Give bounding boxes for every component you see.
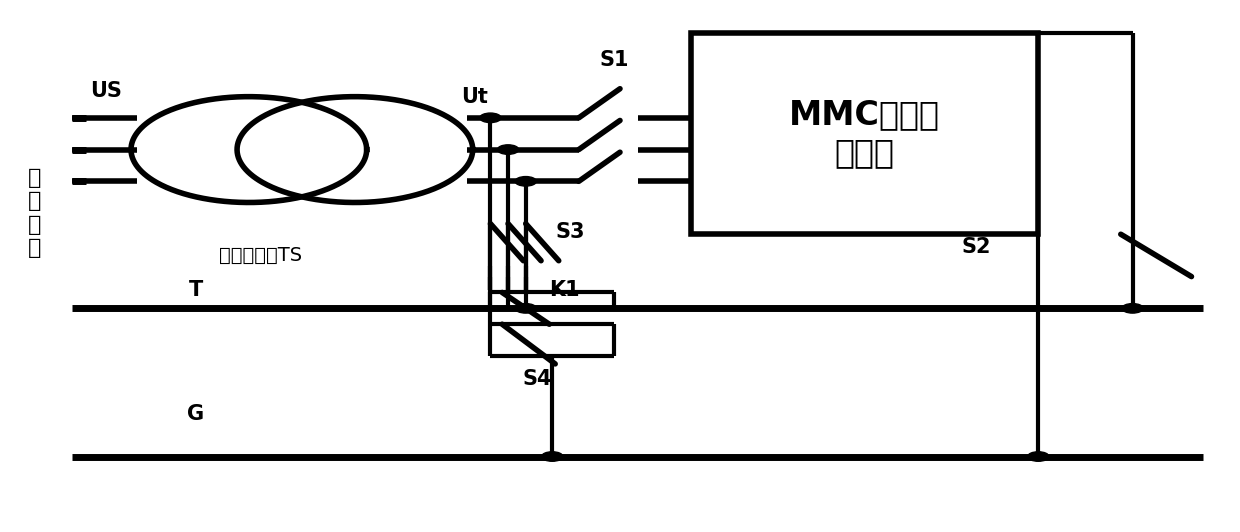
Text: T: T: [188, 280, 203, 300]
Circle shape: [515, 304, 537, 313]
Text: Ut: Ut: [461, 87, 487, 106]
Circle shape: [480, 113, 501, 122]
Text: S4: S4: [523, 369, 552, 389]
Circle shape: [497, 145, 518, 154]
Circle shape: [515, 177, 537, 186]
Text: K1: K1: [549, 280, 580, 300]
Text: MMC交直交
变流器: MMC交直交 变流器: [789, 98, 940, 169]
Text: US: US: [89, 81, 122, 102]
Text: S3: S3: [556, 222, 585, 242]
Bar: [691, 33, 1038, 234]
Text: 牵引变压器TS: 牵引变压器TS: [219, 246, 303, 265]
Text: S1: S1: [599, 49, 629, 70]
Circle shape: [1028, 452, 1049, 461]
Circle shape: [542, 452, 563, 461]
Circle shape: [1122, 304, 1143, 313]
Text: G: G: [187, 404, 205, 424]
Text: S2: S2: [962, 237, 991, 257]
Text: 三
相
电
网: 三 相 电 网: [27, 168, 41, 258]
